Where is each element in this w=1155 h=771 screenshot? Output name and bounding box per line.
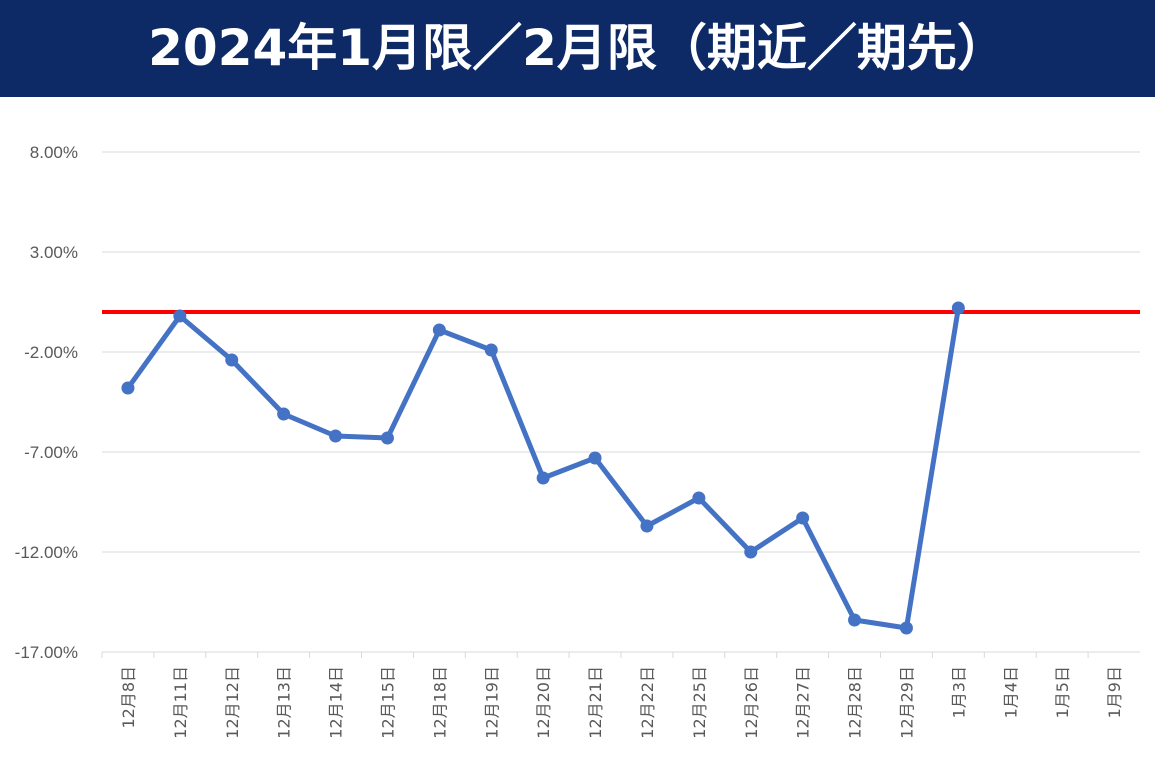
data-point xyxy=(380,431,394,445)
x-tick-label: 12月19日 xyxy=(482,666,501,739)
y-tick-label: -2.00% xyxy=(24,343,78,362)
x-tick-label: 12月13日 xyxy=(275,666,294,739)
series-layer xyxy=(121,301,965,635)
x-tick-label: 12月11日 xyxy=(171,666,190,739)
x-axis-tick-labels: 12月8日 12月11日 12月12日 12月13日 12月14日 12月15日 12月18… xyxy=(119,666,1124,739)
x-tick-label: 1月3日 xyxy=(949,666,968,718)
x-tick-label: 12月18日 xyxy=(430,666,449,739)
data-point xyxy=(432,323,446,337)
x-tick-label: 12月27日 xyxy=(794,666,813,739)
data-point xyxy=(588,451,602,465)
x-tick-label: 1月9日 xyxy=(1105,666,1124,718)
x-tick-label: 12月21日 xyxy=(586,666,605,739)
data-point xyxy=(225,353,239,367)
x-tick-label: 12月12日 xyxy=(223,666,242,739)
x-tick-label: 12月29日 xyxy=(897,666,916,739)
y-tick-label: -12.00% xyxy=(15,543,78,562)
x-tick-label: 12月22日 xyxy=(638,666,657,739)
y-tick-label: 3.00% xyxy=(30,243,78,262)
data-point xyxy=(121,381,135,395)
data-point xyxy=(640,519,654,533)
x-tick-label: 12月8日 xyxy=(119,666,138,729)
series-line xyxy=(125,307,961,631)
data-point xyxy=(173,309,187,323)
data-point xyxy=(744,545,758,559)
x-tick-label: 12月15日 xyxy=(378,666,397,739)
x-tick-label: 12月20日 xyxy=(534,666,553,739)
y-tick-label: -17.00% xyxy=(15,643,78,662)
x-tick-label: 12月26日 xyxy=(742,666,761,739)
y-axis-tick-labels: -17.00% -12.00% -7.00% -2.00% 3.00% 8.00% xyxy=(15,143,78,662)
data-point xyxy=(848,613,862,627)
data-point xyxy=(951,301,965,315)
data-point xyxy=(329,429,343,443)
x-tick-label: 12月14日 xyxy=(327,666,346,739)
x-tick-label: 12月28日 xyxy=(846,666,865,739)
gridlines xyxy=(101,151,1140,658)
data-point xyxy=(536,471,550,485)
y-tick-label: 8.00% xyxy=(30,143,78,162)
chart-title: 2024年1月限／2月限（期近／期先） xyxy=(148,19,1007,77)
data-point xyxy=(277,407,291,421)
data-point xyxy=(899,621,913,635)
x-tick-label: 12月25日 xyxy=(690,666,709,739)
data-point xyxy=(484,343,498,357)
data-point xyxy=(692,491,706,505)
x-tick-label: 1月4日 xyxy=(1001,666,1020,718)
title-bar xyxy=(0,0,1155,97)
y-tick-label: -7.00% xyxy=(24,443,78,462)
x-tick-label: 1月5日 xyxy=(1053,666,1072,718)
data-point xyxy=(796,511,810,525)
